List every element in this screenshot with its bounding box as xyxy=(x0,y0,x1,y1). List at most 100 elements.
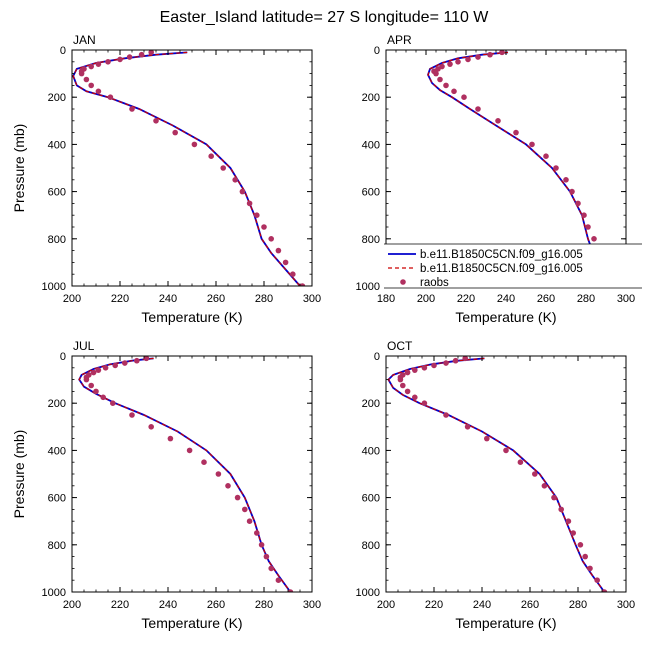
y-tick-label: 600 xyxy=(48,493,66,505)
raobs-point xyxy=(433,70,439,77)
raobs-point xyxy=(565,518,572,524)
raobs-point xyxy=(282,259,289,266)
raobs-point xyxy=(541,483,548,489)
raobs-point xyxy=(239,188,246,195)
axes-frame xyxy=(385,355,627,593)
raobs-point xyxy=(191,141,198,148)
model-line-dashed xyxy=(387,357,605,592)
raobs-point xyxy=(78,70,85,77)
raobs-point xyxy=(208,153,214,159)
x-tick-label: 280 xyxy=(255,293,273,305)
raobs-point xyxy=(246,200,253,207)
raobs-point xyxy=(412,367,418,373)
y-tick-label: 600 xyxy=(48,187,66,199)
raobs-point xyxy=(437,76,443,83)
legend-label: b.e11.B1850C5CN.f09_g16.005 xyxy=(420,249,583,261)
plot-area xyxy=(387,356,608,592)
panel-jan: 200 220 240 260 280 300 0 200 400 600 800 1000 JAN Te… xyxy=(11,33,321,325)
x-tick-label: 280 xyxy=(569,599,587,611)
raobs-point xyxy=(88,82,94,89)
raobs-point xyxy=(558,506,564,513)
raobs-point xyxy=(601,589,608,592)
y-axis-label: Pressure (mb) xyxy=(11,124,27,213)
panel-title: OCT xyxy=(387,339,413,353)
legend: b.e11.B1850C5CN.f09_g16.005 b.e11.B1850C5… xyxy=(384,243,642,289)
raobs-point xyxy=(461,94,467,100)
raobs-point xyxy=(299,283,306,286)
raobs-point xyxy=(404,388,411,395)
raobs-point xyxy=(421,365,428,371)
raobs-point xyxy=(503,447,509,454)
raobs-point xyxy=(404,369,411,376)
plot-area xyxy=(427,50,621,286)
y-tick-label: 800 xyxy=(48,540,66,552)
panel-apr: 180 200 220 240 260 280 300 0 200 400 600 800 1000 AP… xyxy=(356,33,636,325)
y-tick-label: 400 xyxy=(362,139,380,151)
x-tick-label: 300 xyxy=(617,599,635,611)
x-tick-label: 220 xyxy=(425,599,443,611)
raobs-point xyxy=(129,412,135,418)
raobs-point xyxy=(569,188,575,195)
y-tick-label: 200 xyxy=(362,398,380,410)
raobs-point xyxy=(487,51,493,58)
raobs-point xyxy=(451,88,457,95)
raobs-point xyxy=(201,459,207,466)
raobs-point xyxy=(275,577,282,583)
model-line-solid xyxy=(387,357,606,592)
raobs-point xyxy=(186,447,193,454)
x-tick-label: 220 xyxy=(111,599,129,611)
y-tick-label: 400 xyxy=(362,445,380,457)
raobs-point xyxy=(443,82,449,89)
x-tick-label: 240 xyxy=(159,293,177,305)
raobs-point xyxy=(412,394,418,401)
y-tick-label: 800 xyxy=(48,234,66,246)
x-tick-label: 180 xyxy=(377,293,395,305)
plot-area xyxy=(72,50,306,286)
y-tick-label: 600 xyxy=(362,187,380,199)
raobs-point xyxy=(464,424,471,430)
x-tick-label: 260 xyxy=(207,293,225,305)
raobs-point xyxy=(225,483,231,489)
legend-background xyxy=(384,244,642,288)
raobs-point xyxy=(148,50,154,56)
raobs-point xyxy=(462,356,468,362)
raobs-point xyxy=(88,63,94,70)
raobs-point xyxy=(532,471,538,477)
model-line-dashed xyxy=(78,357,291,592)
y-tick-label: 600 xyxy=(362,493,380,505)
raobs-point xyxy=(102,365,109,371)
model-line-dashed xyxy=(427,51,613,286)
x-tick-label: 200 xyxy=(417,293,435,305)
raobs-point xyxy=(452,357,459,364)
raobs-point xyxy=(107,94,114,100)
y-tick-label: 0 xyxy=(60,351,66,363)
raobs-point xyxy=(421,400,428,407)
x-tick-label: 280 xyxy=(577,293,595,305)
panel-title: JAN xyxy=(73,33,96,47)
raobs-point xyxy=(553,165,559,171)
raobs-point xyxy=(153,118,159,124)
x-axis-label: Temperature (K) xyxy=(141,615,242,631)
x-tick-label: 260 xyxy=(537,293,555,305)
raobs-point xyxy=(110,400,116,407)
x-tick-label: 260 xyxy=(521,599,539,611)
raobs-point xyxy=(126,54,133,60)
panel-title: JUL xyxy=(73,339,95,353)
raobs-point xyxy=(263,553,270,560)
y-tick-label: 1000 xyxy=(42,587,66,599)
raobs-point xyxy=(529,141,535,148)
figure-title: Easter_Island latitude= 27 S longitude= … xyxy=(160,9,490,26)
raobs-point xyxy=(484,435,490,442)
y-tick-label: 200 xyxy=(48,92,66,104)
x-tick-label: 280 xyxy=(255,599,273,611)
raobs-point xyxy=(134,357,140,364)
x-tick-label: 220 xyxy=(457,293,475,305)
raobs-point xyxy=(517,459,524,466)
raobs-point xyxy=(400,382,406,389)
x-tick-label: 200 xyxy=(63,293,81,305)
x-tick-label: 300 xyxy=(617,293,635,305)
raobs-point xyxy=(290,271,296,278)
y-tick-label: 0 xyxy=(374,351,380,363)
